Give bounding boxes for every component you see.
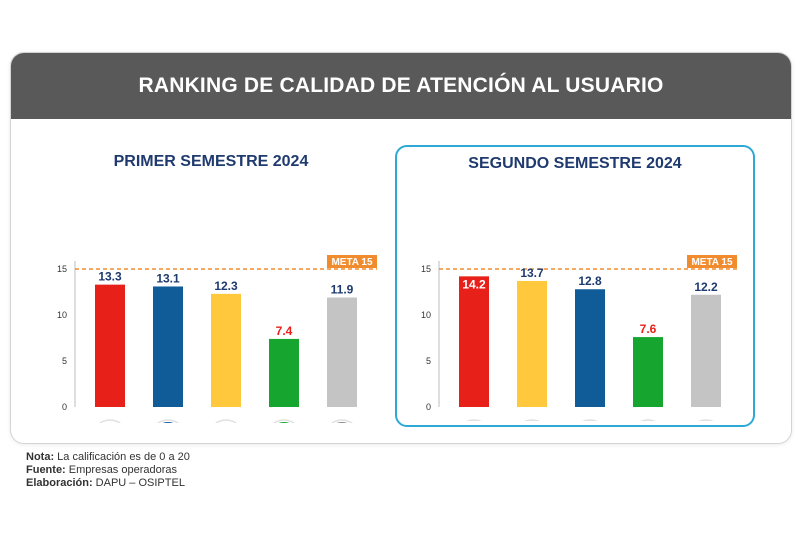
bar-bitel bbox=[517, 280, 547, 407]
bar-entel bbox=[153, 286, 183, 407]
page-title: RANKING DE CALIDAD DE ATENCIÓN AL USUARI… bbox=[11, 53, 791, 119]
data-label: 13.3 bbox=[98, 270, 122, 284]
bar-bitel bbox=[211, 293, 241, 407]
category-logo: M bbox=[640, 419, 656, 421]
source-text: Empresas operadoras bbox=[65, 464, 178, 476]
footnotes: Nota: La calificación es de 0 a 20 Fuent… bbox=[26, 451, 190, 490]
y-tick-label: 0 bbox=[426, 402, 431, 412]
data-label: 7.4 bbox=[276, 324, 293, 338]
chart-second-semester: 0 5 10 15 META 15 14.2 Claro 13.7 bitel 12.8 e 7.6 M… bbox=[421, 255, 737, 421]
credit-text: DAPU – OSIPTEL bbox=[92, 477, 185, 489]
data-label: 12.2 bbox=[694, 280, 718, 294]
source-label: Fuente: bbox=[26, 464, 66, 476]
chart-title: PRIMER SEMESTRE 2024 bbox=[113, 153, 309, 170]
y-tick-label: 15 bbox=[57, 264, 67, 274]
data-label: 7.6 bbox=[640, 322, 657, 336]
logo-claro-logo-ring bbox=[466, 419, 482, 421]
logo-movistar-logo-ring bbox=[273, 419, 295, 423]
target-badge bbox=[687, 255, 737, 268]
note-text: La calificación es de 0 a 20 bbox=[54, 451, 190, 463]
y-tick-label: 15 bbox=[421, 264, 431, 274]
target-label: META 15 bbox=[691, 257, 733, 268]
category-logo: Claro bbox=[99, 419, 121, 423]
bar-estado-peruano bbox=[691, 294, 721, 407]
chart-first-semester: 0 5 10 15 META 15 13.3 Claro 13.1 e 12.3 bitel 7.4 M… bbox=[57, 255, 377, 423]
chart-panel-second-semester: SEGUNDO SEMESTRE 2024 0 5 10 15 META 15 14.2 C… bbox=[395, 145, 755, 427]
logo-claro-logo-ring bbox=[99, 419, 121, 423]
credit-label: Elaboración: bbox=[26, 477, 93, 489]
logo-peru-flag-shield-ring bbox=[698, 419, 714, 421]
data-label: 12.8 bbox=[578, 274, 602, 288]
category-logo: M bbox=[273, 419, 295, 423]
logo-bitel-logo-ring bbox=[215, 419, 237, 423]
category-logo bbox=[698, 419, 714, 421]
bar-movistar bbox=[633, 337, 663, 407]
bar-movistar bbox=[269, 338, 299, 407]
chart-panel-first-semester: PRIMER SEMESTRE 2024 0 5 10 15 META 15 13.3 Cl… bbox=[33, 145, 389, 423]
note-line: Nota: La calificación es de 0 a 20 bbox=[26, 451, 190, 464]
y-tick-label: 10 bbox=[421, 310, 431, 320]
chart-card: RANKING DE CALIDAD DE ATENCIÓN AL USUARI… bbox=[10, 52, 792, 444]
logo-entel-logo-ring bbox=[582, 419, 598, 421]
y-tick-label: 5 bbox=[62, 356, 67, 366]
source-line: Fuente: Empresas operadoras bbox=[26, 464, 190, 477]
data-label: 14.2 bbox=[462, 277, 486, 291]
bar-claro bbox=[459, 276, 489, 407]
logo-movistar-logo-ring bbox=[640, 419, 656, 421]
data-label: 13.1 bbox=[156, 271, 180, 285]
category-logo: bitel bbox=[524, 419, 540, 421]
logo-entel-logo-ring bbox=[157, 419, 179, 423]
credit-line: Elaboración: DAPU – OSIPTEL bbox=[26, 477, 190, 490]
category-logo: e bbox=[582, 419, 598, 421]
category-logo: Claro bbox=[466, 419, 482, 421]
data-label: 11.9 bbox=[331, 283, 354, 297]
target-label: META 15 bbox=[331, 257, 373, 268]
category-logo: bitel bbox=[215, 419, 237, 423]
note-label: Nota: bbox=[26, 451, 55, 463]
data-label: 13.7 bbox=[520, 266, 544, 280]
bar-entel bbox=[575, 289, 605, 407]
data-label: 12.3 bbox=[214, 279, 238, 293]
y-tick-label: 0 bbox=[62, 402, 67, 412]
category-logo: e bbox=[157, 419, 179, 423]
chart-title: SEGUNDO SEMESTRE 2024 bbox=[468, 155, 682, 172]
bar-estado-peruano bbox=[327, 297, 357, 407]
y-tick-label: 5 bbox=[426, 356, 431, 366]
category-logo bbox=[331, 419, 353, 423]
y-tick-label: 10 bbox=[57, 310, 67, 320]
logo-bitel-logo-ring bbox=[524, 419, 540, 421]
logo-peru-flag-shield-ring bbox=[331, 419, 353, 423]
target-badge bbox=[327, 255, 377, 268]
bar-claro bbox=[95, 284, 125, 407]
